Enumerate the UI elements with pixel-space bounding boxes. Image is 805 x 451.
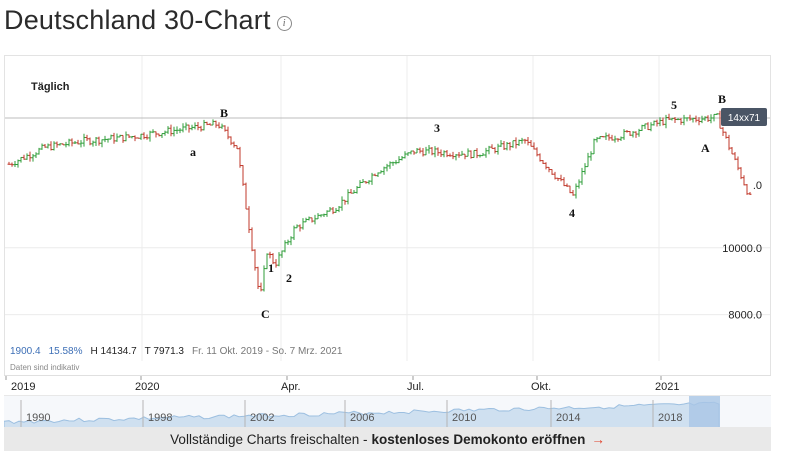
price-tick-label: 8000.0 [728, 310, 762, 322]
navigator-area [3, 401, 720, 429]
unlock-banner[interactable]: Vollständige Charts freischalten - koste… [4, 427, 771, 451]
navigator-year-label: 1998 [148, 412, 172, 424]
price-badge-label: 14xx71 [728, 113, 761, 124]
info-icon[interactable]: i [276, 15, 292, 31]
banner-text: Vollständige Charts freischalten - [170, 431, 368, 447]
wave-label: C [261, 307, 270, 321]
page-title: Deutschland 30-Chart [4, 4, 271, 35]
price-chart[interactable]: TäglichaBC12345ABC ?10000.08000.0.014xx7… [5, 56, 770, 376]
wave-label: 3 [434, 121, 440, 135]
navigator-year-label: 2002 [250, 412, 274, 424]
stats-line: 1900.4 15.58% H 14134.7 T 7971.3 Fr. 11 Okt.… [10, 346, 343, 357]
wave-label: 5 [671, 98, 677, 112]
price-badge [721, 108, 767, 126]
navigator-year-label: 2006 [350, 412, 374, 424]
time-tick-label: Okt. [531, 381, 551, 393]
time-axis-svg: 2019 2020 Apr. Jul. Okt. 2021 [5, 376, 679, 393]
price-tick-label: 10000.0 [722, 243, 762, 255]
arrow-right-icon: → [591, 431, 605, 447]
wave-label: B [718, 92, 726, 106]
wave-label: 1 [268, 261, 274, 275]
data-note: Daten sind indikativ [10, 363, 79, 372]
stat-value: Fr. 11 Okt. 2019 - So. 7 Mrz. 2021 [192, 346, 343, 357]
ohlc-bars [7, 110, 752, 292]
stat-value: 15.58% [49, 346, 83, 357]
wave-label: B [220, 106, 228, 120]
chart-panel: TäglichaBC12345ABC ?10000.08000.0.014xx7… [4, 55, 771, 376]
navigator-year-label: 2014 [556, 412, 580, 424]
wave-label: 2 [286, 271, 292, 285]
navigator-year-label: 2018 [658, 412, 682, 424]
time-tick-label: Apr. [281, 381, 301, 393]
time-tick-label: 2021 [655, 381, 679, 393]
period-label: Täglich [31, 81, 70, 93]
page-header: Deutschland 30-Chart i [4, 2, 292, 38]
stat-value: T 7971.3 [145, 346, 185, 357]
price-tick-label-partial: .0 [753, 180, 762, 192]
stat-value: 1900.4 [10, 346, 41, 357]
navigator-svg[interactable]: 1990 1998 2002 2006 2010 2014 2018 [3, 396, 771, 429]
wave-label: 4 [569, 206, 575, 220]
time-axis: 2019 2020 Apr. Jul. Okt. 2021 [4, 375, 771, 396]
stat-value: H 14134.7 [91, 346, 138, 357]
time-tick-label: Jul. [407, 381, 424, 393]
wave-label: a [190, 145, 196, 159]
time-tick-label: 2019 [11, 381, 35, 393]
time-tick-label: 2020 [135, 381, 159, 393]
demo-account-link[interactable]: kostenloses Demokonto eröffnen [371, 431, 586, 447]
navigator-selection [689, 396, 720, 428]
range-navigator[interactable]: 1990 1998 2002 2006 2010 2014 2018 [3, 395, 771, 429]
wave-label: A [701, 141, 710, 155]
navigator-year-label: 2010 [452, 412, 476, 424]
navigator-year-label: 1990 [26, 412, 50, 424]
